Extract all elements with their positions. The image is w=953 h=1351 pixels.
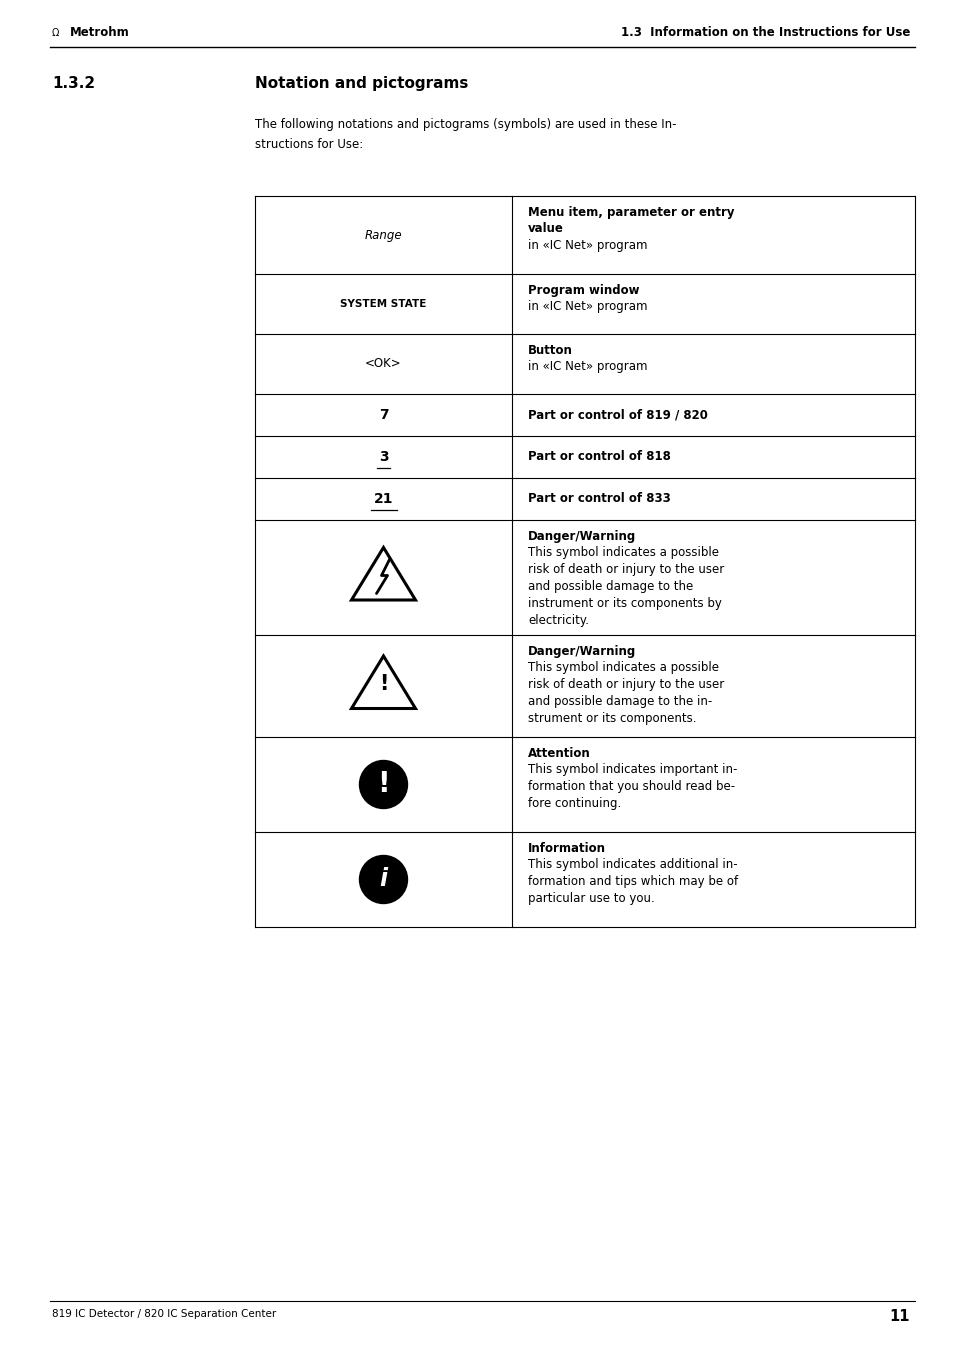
Text: This symbol indicates a possible
risk of death or injury to the user
and possibl: This symbol indicates a possible risk of…: [527, 547, 723, 627]
Text: 1.3.2: 1.3.2: [52, 76, 95, 91]
Text: 21: 21: [374, 492, 393, 507]
Text: <OK>: <OK>: [365, 358, 401, 370]
Text: !: !: [376, 770, 390, 798]
Text: Menu item, parameter or entry
value: Menu item, parameter or entry value: [527, 205, 734, 235]
Text: Part or control of 818: Part or control of 818: [527, 450, 670, 463]
Text: 7: 7: [378, 408, 388, 422]
Text: This symbol indicates a possible
risk of death or injury to the user
and possibl: This symbol indicates a possible risk of…: [527, 662, 723, 725]
Text: Metrohm: Metrohm: [70, 27, 130, 39]
Text: This symbol indicates additional in-
formation and tips which may be of
particul: This symbol indicates additional in- for…: [527, 858, 738, 905]
Text: 1.3  Information on the Instructions for Use: 1.3 Information on the Instructions for …: [620, 27, 909, 39]
Text: Button: Button: [527, 345, 572, 357]
Text: Part or control of 819 / 820: Part or control of 819 / 820: [527, 408, 707, 422]
Text: 819 IC Detector / 820 IC Separation Center: 819 IC Detector / 820 IC Separation Cent…: [52, 1309, 276, 1319]
Text: Part or control of 833: Part or control of 833: [527, 493, 670, 505]
Text: structions for Use:: structions for Use:: [254, 138, 363, 151]
Text: !: !: [378, 674, 388, 694]
Text: Range: Range: [364, 228, 402, 242]
Text: in «IC Net» program: in «IC Net» program: [527, 239, 647, 253]
Text: Program window: Program window: [527, 284, 639, 297]
Text: This symbol indicates important in-
formation that you should read be-
fore cont: This symbol indicates important in- form…: [527, 763, 737, 811]
Text: Danger/Warning: Danger/Warning: [527, 530, 636, 543]
Text: in «IC Net» program: in «IC Net» program: [527, 361, 647, 373]
Text: in «IC Net» program: in «IC Net» program: [527, 300, 647, 313]
Text: The following notations and pictograms (symbols) are used in these In-: The following notations and pictograms (…: [254, 118, 676, 131]
Text: 3: 3: [378, 450, 388, 463]
Text: 11: 11: [888, 1309, 909, 1324]
Circle shape: [359, 855, 407, 904]
Text: Notation and pictograms: Notation and pictograms: [254, 76, 468, 91]
Text: Information: Information: [527, 842, 605, 855]
Text: SYSTEM STATE: SYSTEM STATE: [340, 299, 426, 309]
Circle shape: [359, 761, 407, 808]
Text: i: i: [379, 867, 387, 892]
Text: Danger/Warning: Danger/Warning: [527, 644, 636, 658]
Text: Attention: Attention: [527, 747, 590, 761]
Text: Ω: Ω: [52, 28, 59, 38]
